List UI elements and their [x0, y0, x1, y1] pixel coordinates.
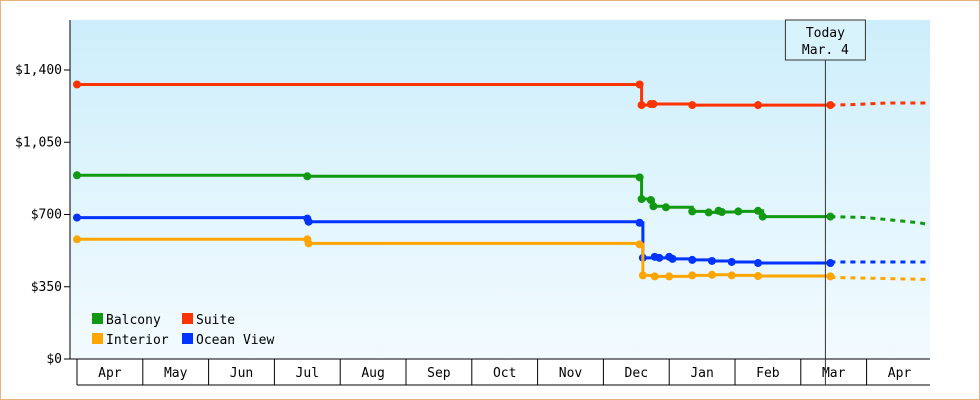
x-tick-label: May [164, 366, 188, 381]
data-point[interactable] [758, 212, 767, 221]
x-tick-label: Apr [98, 366, 122, 381]
legend-item-balcony[interactable]: Balcony [92, 313, 161, 328]
data-point[interactable] [707, 270, 716, 279]
legend-label: Balcony [106, 313, 161, 328]
data-point[interactable] [73, 80, 81, 89]
data-point[interactable] [635, 240, 644, 249]
series-balcony [73, 171, 931, 227]
data-point[interactable] [73, 235, 81, 244]
data-point[interactable] [638, 271, 647, 280]
legend-item-interior[interactable]: Interior [92, 333, 169, 348]
data-point[interactable] [717, 208, 726, 217]
data-point[interactable] [734, 207, 743, 216]
data-point[interactable] [754, 272, 763, 281]
data-point[interactable] [727, 257, 736, 266]
data-point[interactable] [303, 172, 312, 181]
y-tick-label: $700 [31, 208, 62, 223]
plot-background [70, 20, 930, 359]
data-point[interactable] [688, 207, 697, 216]
x-tick-label: Jul [296, 366, 319, 381]
legend-label: Ocean View [196, 333, 274, 348]
x-tick-label: Aug [361, 366, 384, 381]
data-point[interactable] [304, 217, 313, 226]
data-point[interactable] [635, 218, 644, 227]
data-point[interactable] [646, 196, 655, 205]
legend-label: Suite [196, 313, 235, 328]
data-point[interactable] [649, 100, 658, 109]
data-point[interactable] [754, 101, 763, 110]
today-date: Mar. 4 [802, 43, 849, 58]
x-tick-label: Feb [756, 366, 780, 381]
x-tick-label: Oct [493, 366, 516, 381]
y-tick-label: $0 [46, 352, 62, 367]
data-point[interactable] [637, 101, 646, 110]
series-interior [73, 235, 931, 282]
data-point[interactable] [655, 253, 664, 262]
series-suite [73, 80, 930, 110]
data-point[interactable] [707, 256, 716, 265]
legend-swatch [92, 333, 103, 344]
y-tick-label: $350 [31, 280, 62, 295]
x-tick-label: Nov [559, 366, 583, 381]
today-label: Today [806, 26, 845, 41]
data-point[interactable] [754, 259, 763, 268]
y-tick-label: $1,050 [15, 135, 62, 150]
data-point[interactable] [688, 101, 697, 110]
data-point[interactable] [688, 271, 697, 280]
x-tick-label: Jun [230, 366, 253, 381]
x-tick-label: Mar [822, 366, 846, 381]
data-point[interactable] [688, 255, 697, 264]
series-forecast-line [830, 215, 931, 227]
data-point[interactable] [635, 173, 644, 182]
legend-label: Interior [106, 333, 169, 348]
data-point[interactable] [727, 271, 736, 280]
data-point[interactable] [304, 239, 313, 248]
data-point[interactable] [650, 272, 659, 281]
legend-swatch [182, 333, 193, 344]
data-point[interactable] [704, 208, 713, 217]
data-point[interactable] [637, 195, 646, 204]
data-point[interactable] [73, 213, 81, 222]
data-point[interactable] [635, 80, 644, 89]
data-point[interactable] [661, 203, 670, 212]
data-point[interactable] [73, 171, 81, 180]
legend-item-suite[interactable]: Suite [182, 313, 235, 328]
x-tick-label: Dec [625, 366, 648, 381]
data-point[interactable] [754, 206, 763, 215]
series-ocean-view [73, 213, 930, 268]
data-point[interactable] [668, 254, 677, 263]
data-point[interactable] [649, 202, 658, 211]
x-tick-label: Apr [888, 366, 912, 381]
legend-item-ocean-view[interactable]: Ocean View [182, 333, 274, 348]
x-tick-label: Sep [427, 366, 451, 381]
today-box [784, 19, 866, 61]
x-tick-label: Jan [690, 366, 713, 381]
legend-swatch [92, 313, 103, 324]
y-tick-label: $1,400 [15, 63, 62, 78]
legend-swatch [182, 313, 193, 324]
data-point[interactable] [665, 272, 674, 281]
